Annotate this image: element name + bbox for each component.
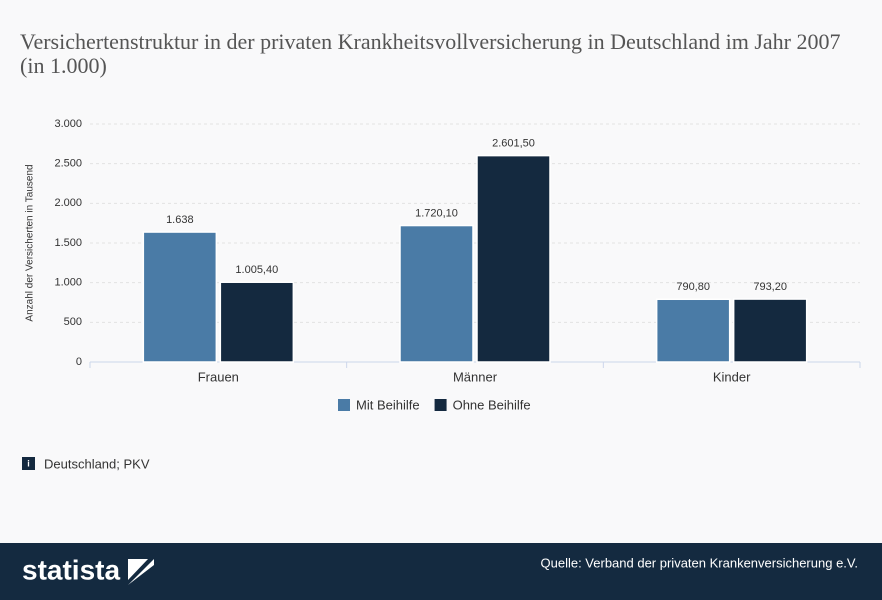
value-label: 793,20 — [753, 281, 787, 293]
chart-title: Versichertenstruktur in der privaten Kra… — [20, 29, 841, 78]
y-tick-label: 3.000 — [54, 118, 82, 130]
x-tick-label: Männer — [453, 369, 498, 384]
bar — [219, 281, 295, 363]
y-tick-label: 1.500 — [54, 237, 82, 249]
y-tick-label: 2.500 — [54, 158, 82, 170]
bar — [655, 298, 731, 363]
y-tick-label: 1.000 — [54, 277, 82, 289]
bar — [732, 298, 808, 363]
note-icon — [22, 457, 35, 470]
note-icon-glyph: i — [27, 458, 30, 468]
y-tick-label: 500 — [64, 316, 82, 328]
y-tick-label: 0 — [76, 356, 82, 368]
bar — [142, 231, 218, 363]
legend-label: Ohne Beihilfe — [453, 397, 531, 412]
y-tick-label: 2.000 — [54, 197, 82, 209]
x-tick-label: Kinder — [713, 369, 751, 384]
value-label: 1.720,10 — [415, 207, 458, 219]
y-axis-label: Anzahl der Versicherten in Tausend — [25, 164, 36, 321]
brand: statista — [22, 554, 120, 585]
x-tick-label: Frauen — [198, 369, 239, 384]
brand-icon — [128, 559, 154, 585]
bar — [399, 224, 474, 363]
note: Deutschland; PKV — [44, 456, 150, 471]
value-label: 1.638 — [166, 214, 194, 226]
legend-swatch — [338, 399, 350, 411]
value-label: 2.601,50 — [492, 138, 535, 150]
value-label: 790,80 — [676, 281, 710, 293]
legend-label: Mit Beihilfe — [356, 397, 420, 412]
bar — [476, 154, 551, 363]
legend-swatch — [434, 399, 447, 411]
source: Quelle: Verband der privaten Krankenvers… — [541, 555, 859, 570]
value-label: 1.005,40 — [235, 264, 278, 276]
